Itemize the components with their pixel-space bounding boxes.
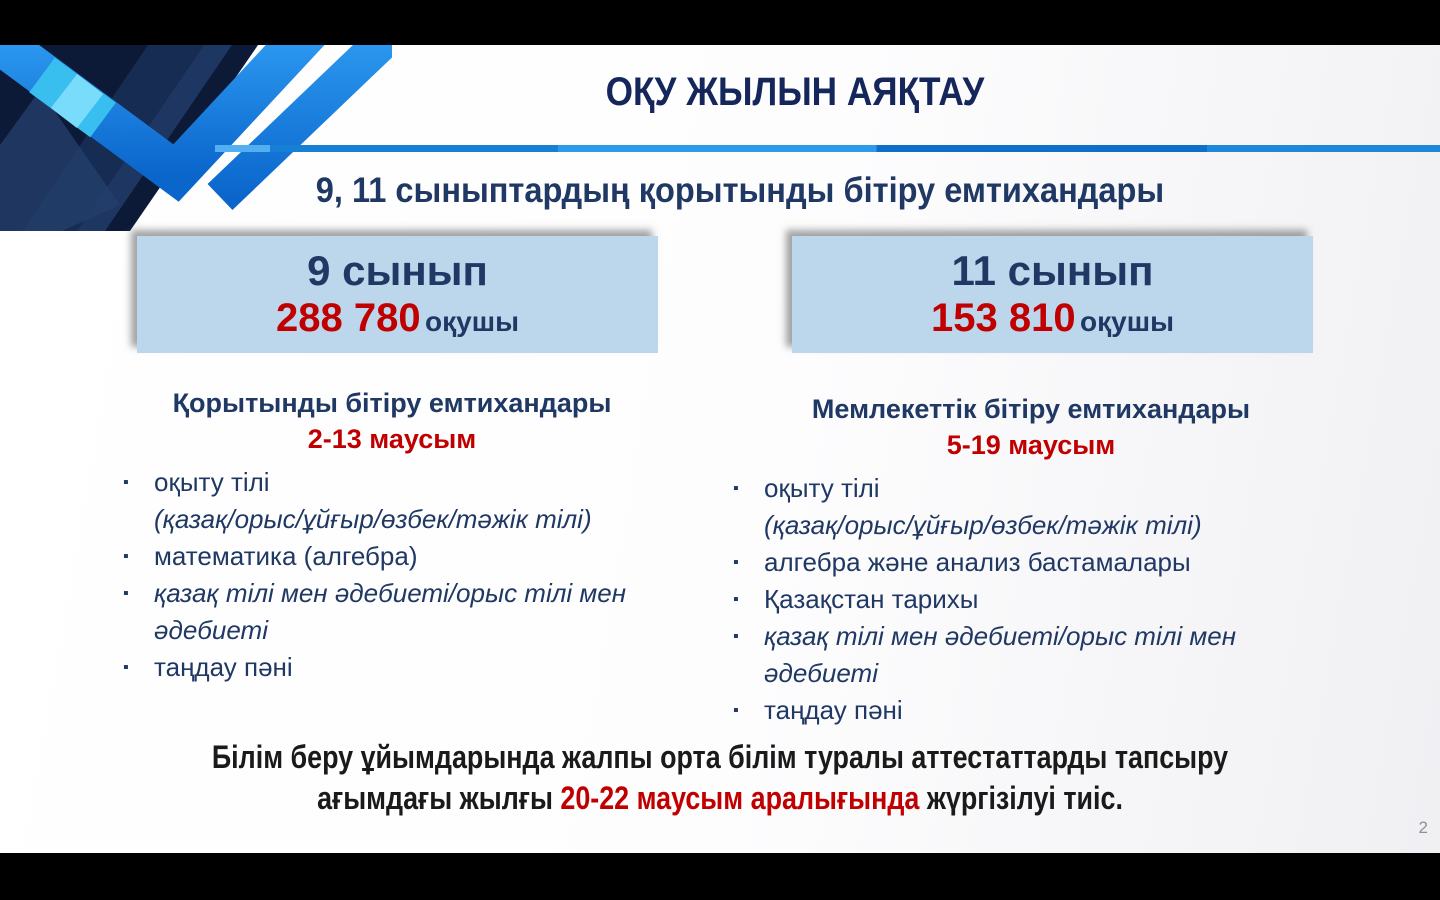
cyan-bright-highlight-shape — [50, 73, 104, 129]
slide: ОҚУ ЖЫЛЫН АЯҚТАУ 9, 11 сыныптардың қорыт… — [0, 45, 1440, 853]
bullet-icon: ▪ — [123, 659, 129, 676]
grade11-box-count-line: 153 810 оқушы — [792, 296, 1313, 341]
slate-stripe-shape — [0, 90, 120, 231]
blue-band-shape — [207, 45, 392, 211]
grade11-student-count: 153 810 — [931, 296, 1076, 340]
grade9-student-unit: оқушы — [425, 306, 519, 337]
grade11-student-unit: оқушы — [1080, 306, 1174, 337]
grade11-exam-column: Мемлекеттік бітіру емтихандары 5-19 маус… — [728, 392, 1334, 729]
grade9-stat-box: 9 сынып 288 780 оқушы — [137, 236, 658, 353]
list-item: ▪ таңдау пәні — [118, 649, 666, 686]
grade11-subject-list: ▪ оқыту тілі ▪ (қазақ/орыс/ұйғыр/өзбек/т… — [728, 470, 1334, 729]
bullet-icon: ▪ — [733, 702, 739, 719]
grade9-box-count-line: 288 780 оқушы — [137, 296, 658, 341]
list-item: ▪ математика (алгебра) — [118, 538, 666, 575]
list-item: ▪ таңдау пәні — [728, 692, 1334, 729]
list-item: ▪ алгебра және анализ бастамалары — [728, 544, 1334, 581]
grade11-exam-dates: 5-19 маусым — [946, 430, 1116, 460]
bullet-icon: ▪ — [733, 554, 739, 571]
list-item: ▪ оқыту тілі — [728, 470, 1334, 507]
title-underline-rule — [215, 145, 1440, 152]
footer-text: ағымдағы жылғы — [317, 780, 561, 816]
top-letterbox-bar — [0, 0, 1440, 45]
slide-subtitle: 9, 11 сыныптардың қорытынды бітіру емтих… — [315, 171, 1165, 210]
grade9-box-title: 9 сынып — [307, 247, 488, 294]
list-item: ▪ Қазақстан тарихы — [728, 581, 1334, 618]
bullet-icon: ▪ — [123, 585, 129, 602]
grade11-box-title: 11 сынып — [951, 247, 1154, 294]
list-item-continuation: ▪ (қазақ/орыс/ұйғыр/өзбек/тәжік тілі) — [764, 510, 1202, 540]
list-item: ▪ қазақ тілі мен әдебиеті/орыс тілі мен … — [118, 575, 666, 649]
bullet-icon: ▪ — [123, 548, 129, 565]
grade9-exam-dates: 2-13 маусым — [307, 424, 477, 454]
footer-note: Білім беру ұйымдарында жалпы орта білім … — [100, 737, 1340, 819]
corner-checkmark-decoration — [0, 45, 392, 231]
bullet-icon: ▪ — [733, 628, 739, 645]
bottom-letterbox-bar — [0, 853, 1440, 900]
grade9-student-count: 288 780 — [276, 296, 421, 340]
grade11-stat-box: 11 сынып 153 810 оқушы — [792, 236, 1313, 353]
footer-line-2: ағымдағы жылғы 20-22 маусым аралығында ж… — [199, 778, 1241, 819]
footer-date-highlight: 20-22 маусым аралығында — [560, 780, 920, 816]
list-item: ▪ оқыту тілі — [118, 464, 666, 501]
list-item-continuation: ▪ (қазақ/орыс/ұйғыр/өзбек/тәжік тілі) — [154, 504, 592, 534]
grade9-exam-column: Қорытынды бітіру емтихандары 2-13 маусым… — [118, 386, 666, 686]
grade9-subject-list: ▪ оқыту тілі ▪ (қазақ/орыс/ұйғыр/өзбек/т… — [118, 464, 666, 686]
footer-text: жүргізілуі тиіс. — [919, 780, 1123, 816]
footer-line-1: Білім беру ұйымдарында жалпы орта білім … — [211, 739, 1229, 775]
bullet-icon: ▪ — [123, 474, 129, 491]
grade9-exams-heading: Қорытынды бітіру емтихандары — [172, 388, 612, 418]
grade11-exams-heading: Мемлекеттік бітіру емтихандары — [811, 394, 1251, 424]
bullet-icon: ▪ — [733, 591, 739, 608]
list-item: ▪ қазақ тілі мен әдебиеті/орыс тілі мен … — [728, 618, 1334, 692]
page-number: 2 — [1418, 818, 1428, 837]
slide-title: ОҚУ ЖЫЛЫН АЯҚТАУ — [605, 70, 985, 114]
bullet-icon: ▪ — [733, 480, 739, 497]
